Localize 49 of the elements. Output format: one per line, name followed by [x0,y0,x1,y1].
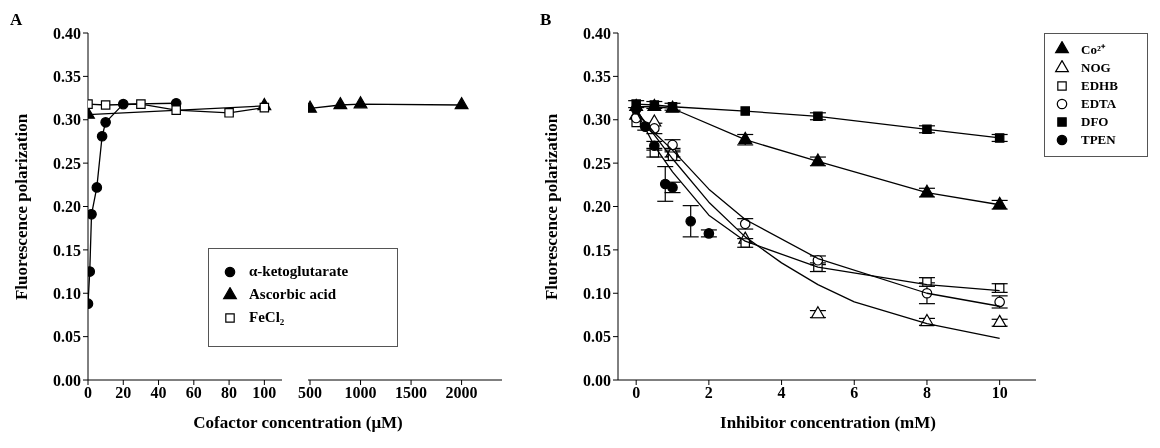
y-tick-label: 0.35 [583,68,611,86]
legend-label: Co²⁺ [1081,41,1105,58]
y-tick-label: 0.25 [583,154,611,172]
x-tick-label: 2000 [445,384,478,402]
x-tick-label: 20 [115,384,132,402]
x-tick-label: 2 [704,384,713,402]
x-tick-label: 500 [298,384,323,402]
y-axis-title: Fluorescence polarization [12,112,32,302]
y-tick-label: 0.25 [53,154,81,172]
legend-label: α-ketoglutarate [249,263,349,280]
legend-label: EDTA [1081,96,1117,112]
x-tick-label: 6 [850,384,859,402]
x-axis-title: Cofactor concentration (μM) [192,413,404,433]
y-tick-label: 0.15 [53,241,81,259]
legend-label: TPEN [1081,132,1116,148]
chart-title: B [540,10,552,30]
x-tick-label: 1500 [395,384,428,402]
x-tick-label: 40 [150,384,167,402]
legend-label: Ascorbic acid [249,286,337,303]
legend-label: NOG [1081,60,1111,76]
x-tick-label: 0 [84,384,92,402]
y-tick-label: 0.40 [583,24,611,42]
y-tick-label: 0.00 [53,371,81,389]
y-tick-label: 0.00 [583,371,611,389]
y-tick-label: 0.30 [583,111,611,129]
y-tick-label: 0.20 [583,198,611,216]
x-tick-label: 10 [991,384,1008,402]
y-tick-label: 0.20 [53,198,81,216]
chart-title: A [10,10,23,30]
x-axis-title: Inhibitor concentration (mM) [719,413,937,433]
y-tick-label: 0.10 [53,284,81,302]
y-tick-label: 0.10 [583,284,611,302]
x-tick-label: 8 [922,384,931,402]
legend-label: EDHB [1081,78,1118,94]
y-tick-label: 0.30 [53,111,81,129]
y-tick-label: 0.15 [583,241,611,259]
legend-label: FeCl₂ [249,309,285,326]
y-tick-label: 0.40 [53,24,81,42]
x-tick-label: 100 [252,384,277,402]
x-tick-label: 80 [221,384,238,402]
x-tick-label: 0 [632,384,641,402]
x-tick-label: 60 [185,384,202,402]
y-tick-label: 0.35 [53,68,81,86]
y-tick-label: 0.05 [583,328,611,346]
y-axis-title: Fluorescence polarization [542,112,562,302]
x-tick-label: 4 [777,384,786,402]
legend-label: DFO [1081,114,1109,130]
x-tick-label: 1000 [344,384,377,402]
y-tick-label: 0.05 [53,328,81,346]
